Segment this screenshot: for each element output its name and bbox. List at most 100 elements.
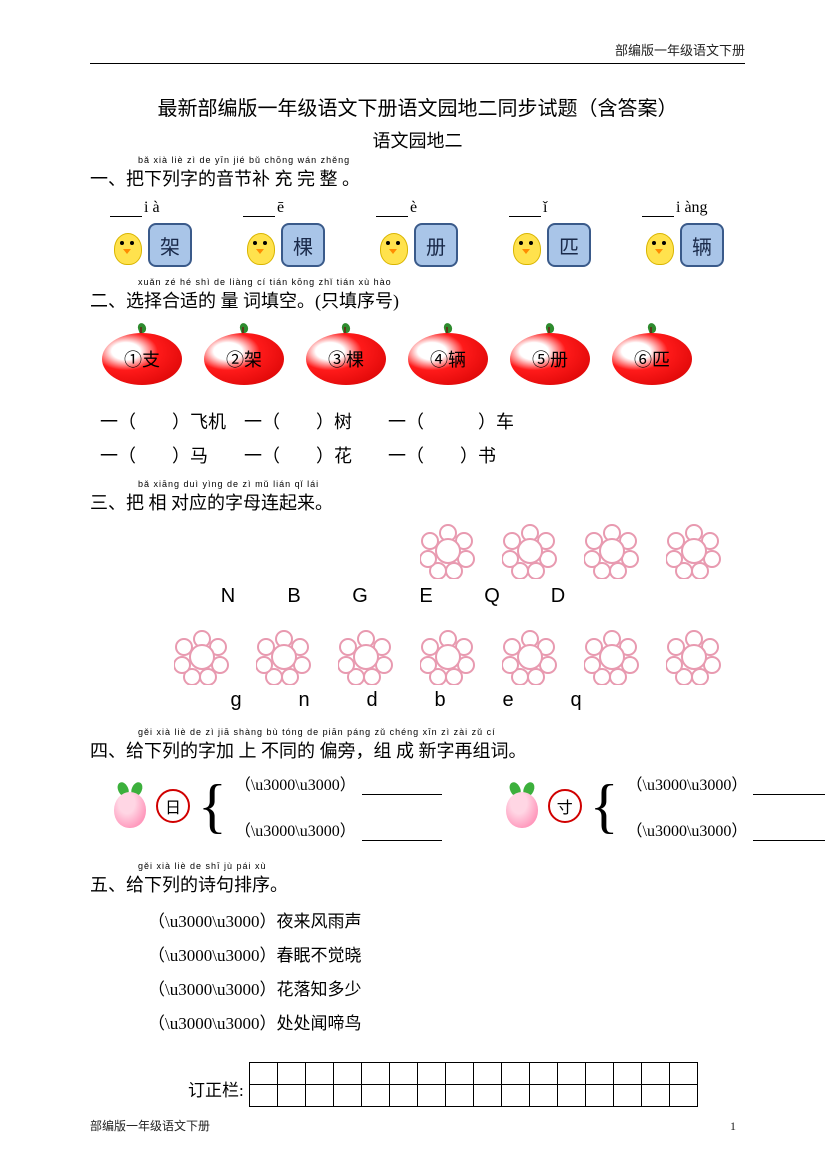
apple-option: ②架 [202,323,286,387]
apple-label: ③棵 [328,346,364,372]
blank[interactable] [110,202,142,217]
footer: 部编版一年级语文下册 1 [90,1117,210,1134]
answer-slots[interactable]: （\u3000\u3000） （\u3000\u3000） [235,771,442,841]
correction-label: 订正栏: [188,1076,244,1107]
q4-row: 日 { （\u3000\u3000） （\u3000\u3000） 寸 { （\… [90,771,745,841]
q5-line: （\u3000\u3000）春眠不觉晓 [148,939,745,973]
blank[interactable] [509,202,541,217]
peach-icon [110,782,150,830]
q3-pinyin: bǎ xiāng duì yìng de zì mǔ lián qǐ lái [90,479,745,489]
correction-grid[interactable] [250,1063,698,1107]
letters-lower: g n d b e q [226,689,586,712]
base-char: 寸 [548,789,582,823]
q1-pinyin: bǎ xià liè zì de yīn jié bǔ chōng wán zh… [90,155,745,165]
apple-option: ⑥匹 [610,323,694,387]
letter: B [284,585,304,608]
q1-item: i à 架 [110,199,213,267]
flower-row-bottom [174,629,722,685]
header-right: 部编版一年级语文下册 [90,40,745,64]
chick-icon [509,225,543,265]
letter: N [218,585,238,608]
chick-icon [110,225,144,265]
q4-heading: 四、给下列的字加 上 不同的 偏旁，组 成 新字再组词。 [90,737,745,763]
char-box: 架 [148,223,192,267]
q2-line2: 一（ ）马 一（ ）花 一（ ）书 [100,439,745,473]
letter: b [430,689,450,712]
pinyin-tail: i àng [674,199,708,216]
apples-row: ①支 ②架 ③棵 ④辆 ⑤册 ⑥匹 [90,323,745,387]
blank[interactable] [376,202,408,217]
flower-icon [666,523,722,579]
char-box: 匹 [547,223,591,267]
letter: D [548,585,568,608]
letter: g [226,689,246,712]
correction-row: 订正栏: [90,1063,745,1107]
letters-upper: N B G E Q D [218,585,568,608]
apple-label: ②架 [226,346,262,372]
brace-icon: { [590,780,619,832]
flower-row-top [420,523,722,579]
q5-line: （\u3000\u3000）处处闻啼鸟 [148,1007,745,1041]
letter: Q [482,585,502,608]
q5-pinyin: gěi xià liè de shī jù pái xù [90,861,745,871]
q4-item: 寸 { （\u3000\u3000） （\u3000\u3000） [502,771,825,841]
answer-slots[interactable]: （\u3000\u3000） （\u3000\u3000） [627,771,825,841]
letter: d [362,689,382,712]
base-char: 日 [156,789,190,823]
blank[interactable] [642,202,674,217]
q1-item: è 册 [376,199,479,267]
q2-pinyin: xuǎn zé hé shì de liàng cí tián kōng zhǐ… [90,277,745,287]
q2-line1: 一（ ）飞机 一（ ）树 一（ ）车 [100,405,745,439]
q3-area[interactable]: N B G E Q D g n d b e q [90,523,745,713]
apple-label: ④辆 [430,346,466,372]
apple-option: ③棵 [304,323,388,387]
q1-item: ǐ 匹 [509,199,612,267]
flower-icon [584,629,640,685]
footer-left: 部编版一年级语文下册 [90,1119,210,1133]
chick-icon [376,225,410,265]
page-number: 1 [730,1119,736,1134]
worksheet-page: 部编版一年级语文下册 最新部编版一年级语文下册语文园地二同步试题（含答案） 语文… [0,0,825,1168]
letter: G [350,585,370,608]
q5-line: （\u3000\u3000）夜来风雨声 [148,905,745,939]
pinyin-tail: è [408,199,417,216]
page-title: 最新部编版一年级语文下册语文园地二同步试题（含答案） [90,92,745,121]
letter: n [294,689,314,712]
q4-pinyin: gěi xià liè de zì jiā shàng bù tóng de p… [90,727,745,737]
q4-item: 日 { （\u3000\u3000） （\u3000\u3000） [110,771,442,841]
q1-item: i àng 辆 [642,199,745,267]
q5-line: （\u3000\u3000）花落知多少 [148,973,745,1007]
apple-label: ⑥匹 [634,346,670,372]
flower-icon [420,523,476,579]
q1-row: i à 架 ē 棵 è 册 ǐ 匹 [90,199,745,267]
apple-label: ⑤册 [532,346,568,372]
q3-heading: 三、把 相 对应的字母连起来。 [90,489,333,515]
flower-icon [420,629,476,685]
flower-icon [338,629,394,685]
q2-heading: 二、选择合适的 量 词填空。(只填序号) [90,287,745,313]
apple-option: ⑤册 [508,323,592,387]
q2-fill[interactable]: 一（ ）飞机 一（ ）树 一（ ）车 一（ ）马 一（ ）花 一（ ）书 [90,405,745,473]
q1-item: ē 棵 [243,199,346,267]
char-box: 辆 [680,223,724,267]
q5-list[interactable]: （\u3000\u3000）夜来风雨声 （\u3000\u3000）春眠不觉晓 … [90,905,745,1041]
pinyin-tail: ǐ [541,199,547,216]
peach-icon [502,782,542,830]
apple-option: ①支 [100,323,184,387]
char-box: 册 [414,223,458,267]
letter: e [498,689,518,712]
blank[interactable] [243,202,275,217]
flower-icon [584,523,640,579]
page-subtitle: 语文园地二 [90,127,745,153]
flower-icon [256,629,312,685]
apple-label: ①支 [124,346,160,372]
chick-icon [642,225,676,265]
apple-option: ④辆 [406,323,490,387]
flower-icon [502,629,558,685]
flower-icon [502,523,558,579]
letter: E [416,585,436,608]
flower-icon [666,629,722,685]
char-box: 棵 [281,223,325,267]
flower-icon [174,629,230,685]
chick-icon [243,225,277,265]
